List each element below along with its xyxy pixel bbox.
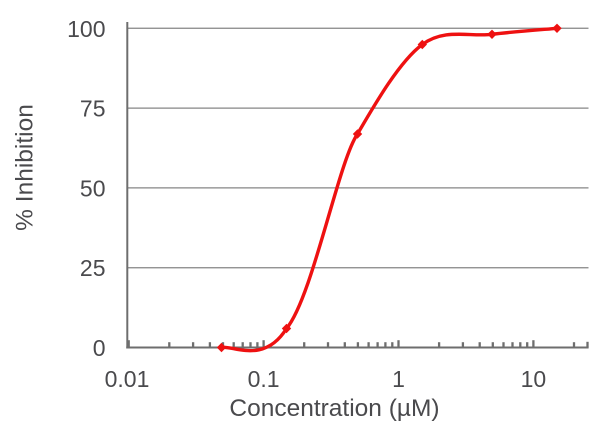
svg-text:0: 0 [93,335,106,361]
svg-text:Concentration (µM): Concentration (µM) [229,395,439,422]
svg-text:% Inhibition: % Inhibition [12,104,39,231]
svg-text:10: 10 [521,366,547,392]
svg-text:50: 50 [80,175,106,201]
svg-text:0.1: 0.1 [248,366,280,392]
svg-text:25: 25 [80,255,106,281]
svg-text:0.01: 0.01 [105,366,150,392]
svg-text:1: 1 [392,366,405,392]
svg-text:75: 75 [80,96,106,122]
svg-text:100: 100 [67,16,105,42]
